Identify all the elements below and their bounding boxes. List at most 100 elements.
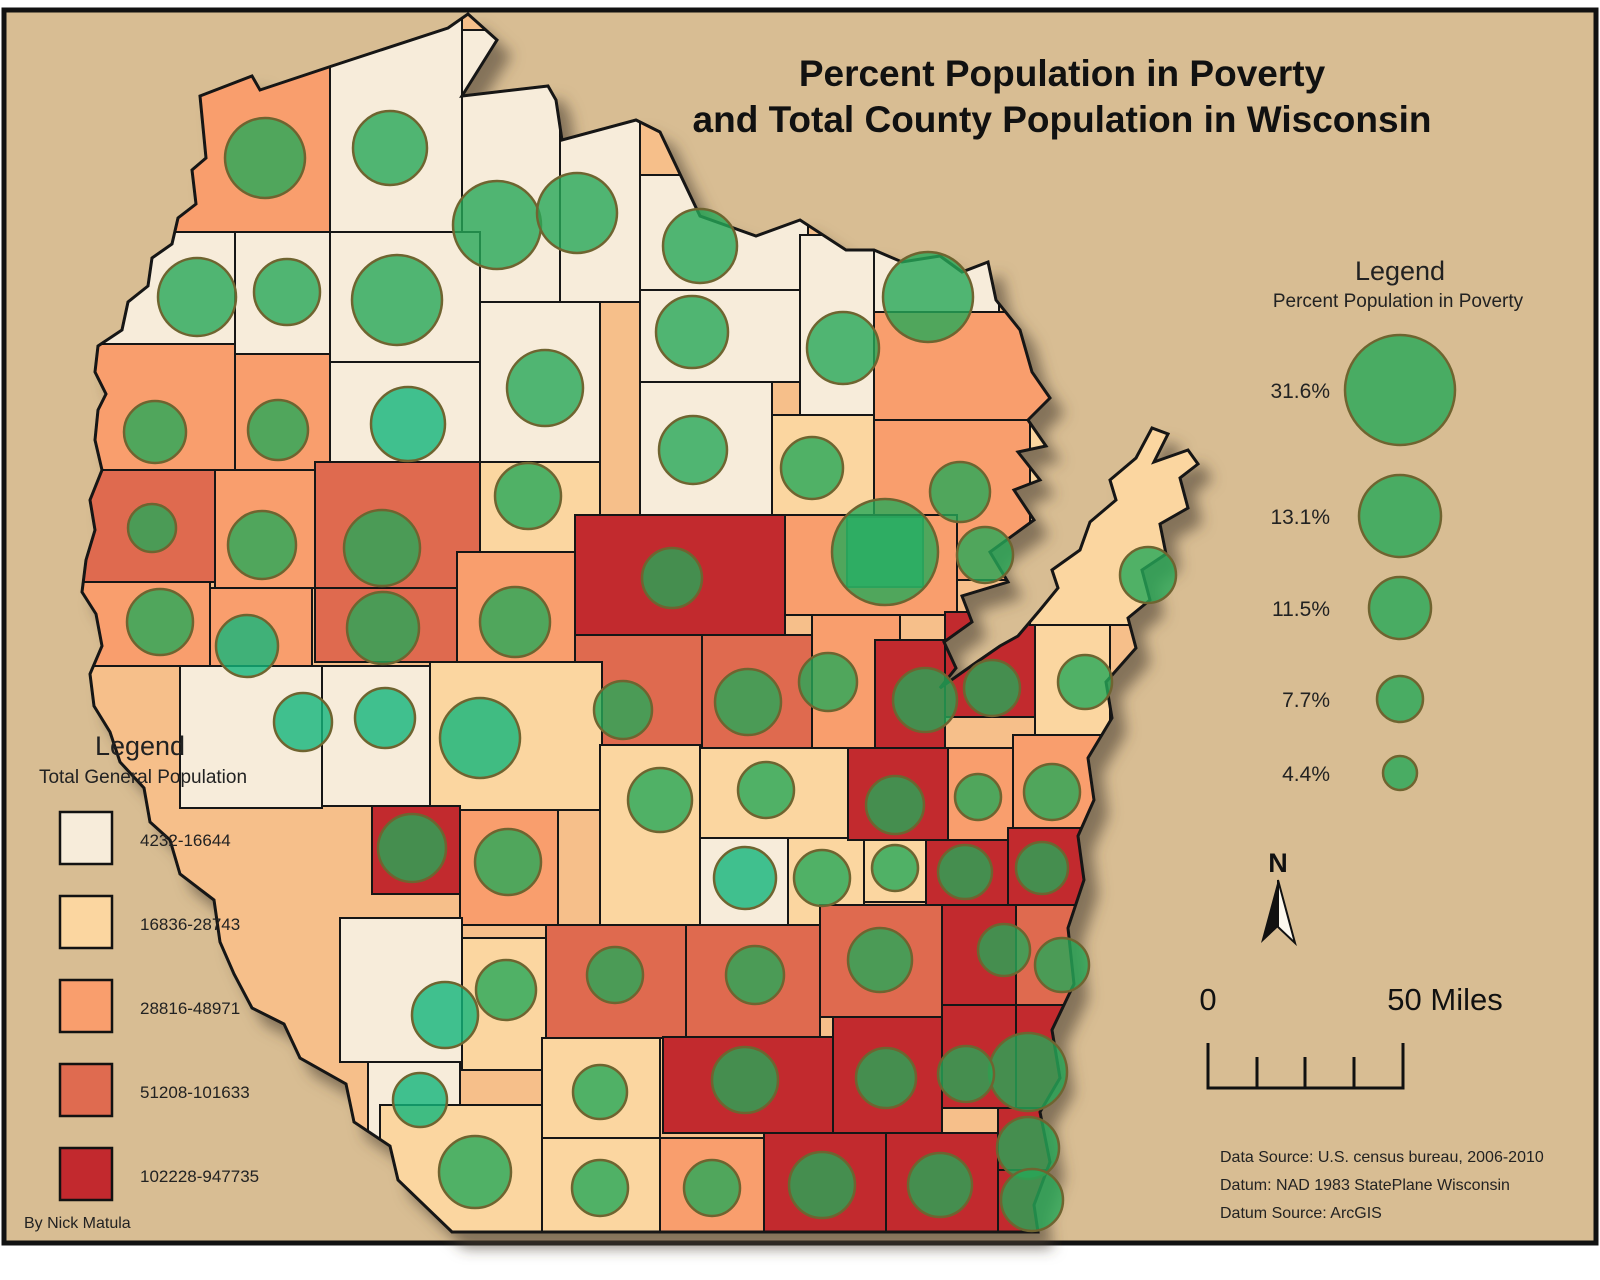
poverty-circle: [252, 257, 322, 327]
poverty-circle: [1118, 545, 1178, 605]
poverty-circle: [936, 843, 994, 901]
poverty-circle: [830, 497, 940, 607]
legend-population-subtitle: Total General Population: [39, 767, 247, 788]
poverty-circle: [223, 116, 307, 200]
poverty-circle: [125, 587, 195, 657]
county: [685, 924, 821, 1038]
title-line-2: and Total County Population in Wisconsin: [693, 99, 1432, 140]
poverty-legend-circle: [1367, 575, 1433, 641]
population-class-label: 102228-947735: [140, 1167, 259, 1186]
scale-bar: 0 50 Miles: [1199, 982, 1503, 1090]
poverty-circle: [953, 772, 1003, 822]
poverty-circle: [437, 1134, 513, 1210]
poverty-circle: [797, 651, 859, 713]
poverty-circle: [724, 944, 786, 1006]
source-line: Datum Source: ArcGIS: [1220, 1205, 1382, 1222]
county: [599, 744, 701, 926]
poverty-circle: [928, 460, 992, 524]
poverty-circle: [438, 696, 522, 780]
poverty-circle: [955, 525, 1015, 585]
population-class-swatch: [58, 810, 114, 866]
source-line: Datum: NAD 1983 StatePlane Wisconsin: [1220, 1177, 1510, 1194]
poverty-circles: [122, 109, 1178, 1233]
poverty-circle: [936, 1044, 996, 1104]
poverty-legend-label: 11.5%: [1272, 598, 1330, 621]
poverty-circle: [391, 1071, 449, 1129]
poverty-circle: [661, 207, 739, 285]
poverty-circle: [345, 590, 421, 666]
poverty-legend-circle: [1357, 473, 1443, 559]
poverty-circle: [640, 546, 704, 610]
poverty-circle: [535, 171, 619, 255]
poverty-circle: [473, 827, 543, 897]
poverty-circle: [864, 774, 926, 836]
poverty-circle: [376, 812, 448, 884]
poverty-legend-label: 13.1%: [1270, 506, 1330, 529]
poverty-circle: [505, 348, 585, 428]
poverty-circle: [1033, 936, 1091, 994]
poverty-circle: [353, 686, 417, 750]
legend-population: Legend Total General Population 4232-166…: [39, 731, 259, 1202]
poverty-legend-label: 4.4%: [1282, 763, 1330, 786]
poverty-circle: [246, 398, 310, 462]
poverty-circle: [410, 980, 480, 1050]
poverty-legend-label: 31.6%: [1270, 380, 1330, 403]
poverty-circle: [657, 414, 729, 486]
population-class-swatch: [58, 978, 114, 1034]
poverty-circle: [369, 385, 447, 463]
population-class-swatch: [58, 1062, 114, 1118]
poverty-circle: [881, 250, 975, 344]
poverty-circle: [999, 1167, 1065, 1233]
poverty-circle: [478, 585, 552, 659]
poverty-circle: [493, 461, 563, 531]
legend-poverty-title: Legend: [1355, 256, 1445, 286]
poverty-circle: [592, 679, 654, 741]
legend-poverty-subtitle: Percent Population in Poverty: [1273, 291, 1524, 312]
poverty-circle: [342, 508, 422, 588]
population-class-swatch: [58, 1146, 114, 1202]
poverty-circle: [272, 691, 334, 753]
poverty-circle: [585, 945, 645, 1005]
north-arrow: N: [1261, 848, 1297, 947]
poverty-circle: [626, 766, 694, 834]
scale-bar-zero-label: 0: [1199, 982, 1216, 1017]
poverty-legend-label: 7.7%: [1282, 689, 1330, 712]
map-title: Percent Population in Poverty and Total …: [693, 53, 1432, 140]
scale-bar-miles-label: 50 Miles: [1387, 982, 1502, 1017]
poverty-circle: [351, 109, 429, 187]
poverty-circle: [987, 1031, 1069, 1113]
source-line: Data Source: U.S. census bureau, 2006-20…: [1220, 1149, 1544, 1166]
poverty-circle: [474, 958, 538, 1022]
poverty-circle: [156, 256, 238, 338]
poverty-circle: [712, 845, 778, 911]
data-source-block: Data Source: U.S. census bureau, 2006-20…: [1220, 1149, 1544, 1222]
population-class-label: 51208-101633: [140, 1083, 250, 1102]
poverty-circle: [682, 1158, 742, 1218]
population-class-swatch: [58, 894, 114, 950]
poverty-circle: [1014, 840, 1070, 896]
poverty-circle: [805, 310, 881, 386]
poverty-circle: [736, 760, 796, 820]
poverty-circle: [779, 435, 845, 501]
poverty-circle: [891, 666, 959, 734]
poverty-circle: [854, 1046, 918, 1110]
poverty-circle: [710, 1045, 780, 1115]
poverty-legend-circle: [1375, 674, 1425, 724]
poverty-circle: [792, 848, 852, 908]
poverty-circle: [1022, 762, 1082, 822]
poverty-circle: [1056, 653, 1114, 711]
poverty-circle: [976, 922, 1032, 978]
poverty-circle: [122, 399, 188, 465]
poverty-circle: [571, 1063, 629, 1121]
poverty-circle: [846, 926, 914, 994]
poverty-circle: [451, 179, 543, 271]
poverty-circle: [962, 658, 1022, 718]
population-class-label: 16836-28743: [140, 915, 240, 934]
title-line-1: Percent Population in Poverty: [799, 53, 1326, 94]
poverty-circle: [787, 1150, 857, 1220]
population-class-label: 28816-48971: [140, 999, 240, 1018]
poverty-circle: [654, 294, 730, 370]
legend-poverty: Legend Percent Population in Poverty 31.…: [1270, 256, 1524, 792]
poverty-circle: [226, 509, 298, 581]
